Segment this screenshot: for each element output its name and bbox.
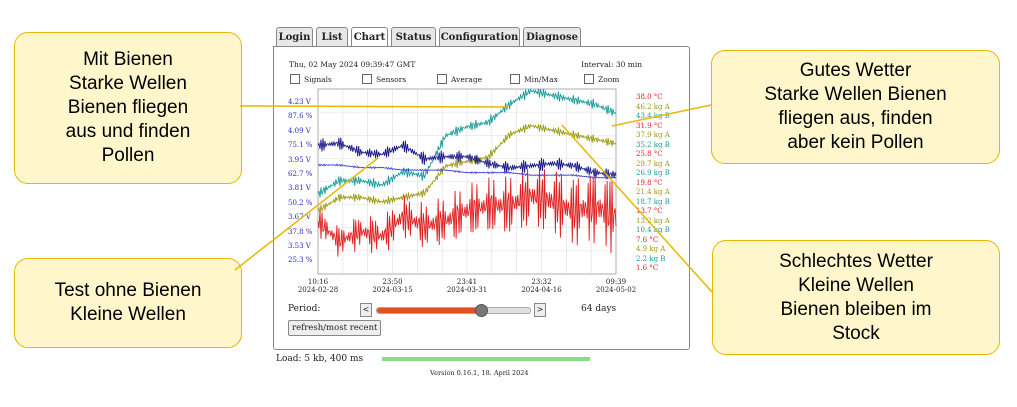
- right-axis-label: 7.6 °C: [636, 235, 659, 244]
- checkbox-zoom[interactable]: Zoom: [584, 74, 619, 84]
- tab-chart[interactable]: Chart: [351, 27, 388, 48]
- right-axis-label: 18.7 kg B: [636, 197, 670, 206]
- x-tick-date: 2024-03-15: [372, 286, 413, 294]
- timestamp: Thu, 02 May 2024 09:39:47 GMT: [289, 60, 416, 69]
- period-prev-button[interactable]: <: [360, 303, 372, 317]
- left-axis-label: 3.81 V: [288, 184, 311, 193]
- right-axis-label: 46.2 kg A: [636, 102, 670, 111]
- left-axis-label: 4.23 V: [288, 98, 311, 106]
- left-axis-label: 4.09 V: [288, 126, 311, 135]
- x-tick-label: 23:41 2024-03-31: [442, 278, 492, 294]
- x-tick-label: 23:50 2024-03-15: [368, 278, 418, 294]
- period-slider-handle[interactable]: [475, 304, 489, 317]
- x-tick-label: 23:32 2024-04-16: [517, 278, 567, 294]
- checkbox-sensors[interactable]: Sensors: [362, 74, 406, 84]
- checkbox-label: Average: [451, 74, 483, 84]
- period-value: 64 days: [581, 304, 617, 314]
- right-axis-label: 29.7 kg A: [636, 159, 670, 168]
- tab-login[interactable]: Login: [276, 27, 313, 47]
- period-label: Period:: [288, 304, 321, 314]
- left-axis-label: 3.95 V: [288, 155, 311, 164]
- callout-top-right: Gutes Wetter Starke Wellen Bienen fliege…: [711, 50, 1000, 164]
- x-tick-date: 2024-04-16: [521, 286, 562, 294]
- right-axis-label: 13.7 °C: [636, 207, 663, 215]
- load-bar: [382, 357, 590, 361]
- right-axis-label: 43.4 kg B: [636, 112, 670, 120]
- tab-diagnose[interactable]: Diagnose: [523, 27, 581, 47]
- tab-list[interactable]: List: [316, 27, 348, 47]
- checkbox-label: Min/Max: [524, 74, 558, 84]
- callout-bottom-left: Test ohne Bienen Kleine Wellen: [14, 258, 242, 348]
- right-axis-label: 19.8 °C: [636, 178, 663, 187]
- checkbox-box[interactable]: [290, 74, 300, 84]
- x-tick-date: 2024-02-28: [297, 286, 339, 294]
- right-axis-label: 31.9 °C: [636, 121, 663, 130]
- right-axis-label: 21.4 kg A: [636, 188, 670, 196]
- left-axis-label: 25.3 %: [288, 256, 313, 265]
- period-slider-fill: [377, 308, 482, 313]
- checkbox-label: Sensors: [376, 74, 407, 84]
- left-axis-label: 50.2 %: [288, 198, 313, 207]
- right-axis-label: 26.9 kg B: [636, 169, 670, 177]
- interval: Interval: 30 min: [581, 60, 643, 69]
- checkbox-box[interactable]: [584, 74, 594, 84]
- tab-configuration[interactable]: Configuration: [439, 27, 520, 47]
- left-axis-label: 75.1 %: [288, 141, 313, 150]
- left-axis-label: 37.8 %: [288, 227, 313, 236]
- callout-bottom-right: Schlechtes Wetter Kleine Wellen Bienen b…: [712, 240, 1000, 355]
- x-tick-date: 2024-05-02: [595, 286, 637, 294]
- right-axis-label: 25.8 °C: [636, 150, 663, 158]
- period-next-button[interactable]: >: [534, 303, 546, 317]
- right-axis-label: 13.2 kg A: [636, 216, 670, 225]
- x-tick-time: 10:16: [307, 278, 329, 286]
- callout-top-left: Mit Bienen Starke Wellen Bienen fliegen …: [14, 32, 242, 184]
- x-tick-time: 23:32: [531, 278, 552, 286]
- period-slider-track[interactable]: [376, 304, 531, 317]
- x-tick-time: 09:39: [605, 278, 627, 286]
- x-tick-date: 2024-03-31: [446, 286, 488, 294]
- checkbox-box[interactable]: [510, 74, 520, 84]
- checkbox-minmax[interactable]: Min/Max: [510, 74, 558, 84]
- refresh-button[interactable]: refresh/most recent: [288, 320, 382, 336]
- checkbox-box[interactable]: [362, 74, 372, 84]
- left-axis-label: 3.53 V: [288, 242, 311, 250]
- version: Version 0.16.1, 18. April 2024: [430, 369, 529, 377]
- right-axis-label: 1.6 °C: [636, 264, 659, 272]
- checkbox-average[interactable]: Average: [437, 74, 482, 84]
- right-axis-label: 35.2 kg B: [636, 140, 670, 149]
- checkbox-label: Zoom: [598, 74, 620, 84]
- checkbox-label: Signals: [304, 74, 332, 84]
- x-tick-label: 09:39 2024-05-02: [591, 278, 641, 294]
- checkbox-signals[interactable]: Signals: [290, 74, 332, 84]
- tab-status[interactable]: Status: [391, 27, 436, 47]
- checkbox-box[interactable]: [437, 74, 447, 84]
- load-info: Load: 5 kb, 400 ms: [276, 354, 364, 364]
- right-axis-label: 37.9 kg A: [636, 131, 670, 139]
- left-axis-label: 62.7 %: [288, 170, 313, 178]
- x-tick-time: 23:41: [456, 278, 478, 286]
- right-axis-label: 38.0 °C: [636, 93, 663, 101]
- right-axis-label: 10.4 kg B: [636, 226, 670, 234]
- left-axis-label: 3.67 V: [288, 213, 311, 222]
- x-tick-label: 10:16 2024-02-28: [293, 278, 343, 294]
- x-tick-time: 23:50: [382, 278, 403, 286]
- left-axis-label: 87.6 %: [288, 112, 313, 121]
- right-axis-label: 2.2 kg B: [636, 254, 666, 263]
- right-axis-label: 4.9 kg A: [636, 245, 666, 253]
